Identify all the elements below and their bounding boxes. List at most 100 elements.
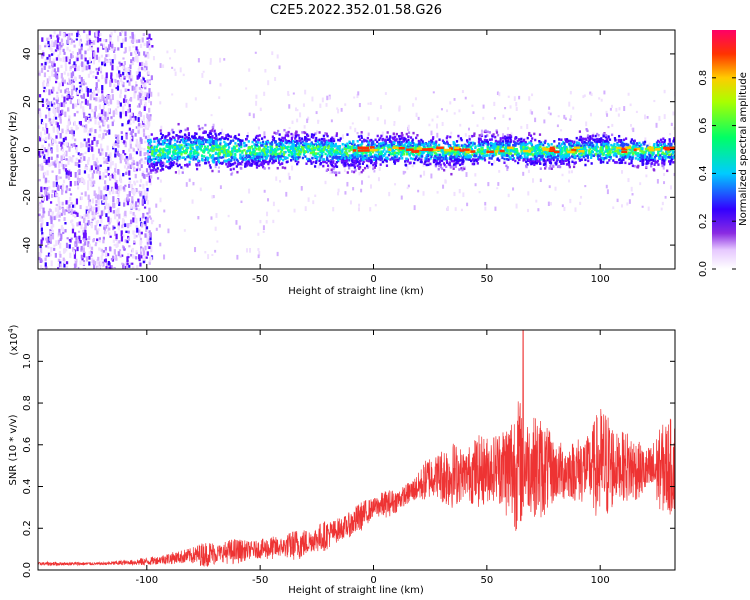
spectrogram-cell	[596, 132, 599, 136]
spectrogram-cell	[148, 230, 151, 235]
spectrogram-cell	[101, 96, 104, 101]
spectrogram-cell	[93, 56, 96, 61]
spectrogram-cell	[264, 157, 267, 160]
spectrogram-cell	[297, 142, 300, 145]
spectrogram-cell	[82, 109, 85, 115]
spectrogram-cell	[381, 131, 384, 137]
spectrogram-cell	[136, 161, 139, 166]
spectrogram-cell	[47, 133, 51, 140]
spectrogram-cell	[538, 162, 542, 165]
spectrogram-cell	[65, 170, 68, 175]
spectrogram-cell	[135, 168, 139, 172]
spectrogram-cell	[62, 101, 66, 108]
spectrogram-cell	[40, 194, 44, 199]
spectrogram-cell	[271, 51, 274, 56]
spectrogram-cell	[488, 138, 492, 141]
spectrogram-cell	[264, 140, 268, 144]
spectrogram-cell	[412, 142, 416, 145]
spectrogram-cell	[235, 220, 238, 225]
spectrogram-cell	[96, 211, 100, 214]
spectrogram-cell	[145, 66, 148, 71]
spectrogram-cell	[92, 184, 95, 187]
spectrogram-cell	[44, 45, 47, 48]
spectrogram-cell	[473, 134, 476, 137]
spectrogram-cell	[108, 94, 111, 100]
spectrogram-cell	[529, 157, 533, 161]
spectrogram-cell	[424, 142, 428, 145]
spectrogram-cell	[93, 51, 96, 57]
spectrogram-cell	[462, 192, 465, 198]
spectrogram-cell	[283, 152, 286, 155]
spectrogram-cell	[46, 268, 49, 269]
spectrogram-cell	[217, 166, 220, 169]
spectrogram-cell	[47, 193, 50, 200]
spectrogram-cell	[68, 58, 71, 65]
spectrogram-cell	[544, 167, 547, 170]
spectrogram-cell	[118, 62, 122, 67]
spectrogram-cell	[168, 146, 172, 150]
spectrogram-cell	[140, 246, 143, 251]
spectrogram-cell	[68, 244, 71, 249]
spectrogram-cell	[246, 248, 249, 253]
spectrogram-cell	[109, 37, 112, 41]
spectrogram-cell	[329, 155, 332, 158]
spectrogram-cell	[599, 158, 603, 162]
spectrogram-cell	[69, 65, 72, 70]
spectrogram-cell	[64, 89, 67, 94]
spectrogram-cell	[137, 113, 140, 117]
spectrogram-cell	[45, 255, 48, 258]
spectrogram-cell	[333, 135, 336, 140]
spectrogram-cell	[143, 198, 146, 204]
spectrogram-cell	[148, 246, 151, 250]
spectrogram-cell	[118, 71, 121, 78]
spectrogram-cell	[288, 142, 291, 145]
spectrogram-cell	[126, 201, 130, 206]
spectrogram-cell	[271, 138, 275, 141]
spectrogram-cell	[142, 133, 146, 137]
spectrogram-cell	[225, 162, 228, 166]
spectrogram-cell	[149, 241, 152, 245]
spectrogram-cell	[147, 123, 150, 128]
spectrogram-cell	[360, 136, 363, 139]
spectrogram-cell	[538, 141, 542, 145]
spectrogram-cell	[119, 153, 122, 159]
spectrogram-cell	[64, 164, 68, 167]
spectrogram-cell	[64, 168, 68, 172]
spectrogram-cell	[143, 123, 146, 127]
spectrogram-cell	[281, 152, 284, 156]
spectrogram-cell	[129, 69, 132, 76]
spectrogram-cell	[125, 262, 129, 269]
spectrogram-cell	[147, 146, 150, 149]
spectrogram-cell	[458, 109, 461, 113]
spectrogram-cell	[399, 154, 403, 158]
spectrogram-cell	[39, 201, 42, 205]
spectrogram-cell	[205, 139, 209, 142]
spectrogram-cell	[526, 163, 529, 166]
spectrogram-cell	[600, 98, 603, 102]
spectrogram-cell	[84, 229, 87, 235]
spectrogram-cell	[589, 91, 592, 95]
spectrogram-cell	[65, 242, 69, 249]
spectrogram-cell	[358, 138, 362, 141]
spectrogram-cell	[42, 207, 45, 214]
spectrogram-cell	[106, 112, 109, 117]
spectrogram-cell	[78, 235, 81, 242]
spectrogram-cell	[372, 163, 375, 167]
spectrogram-cell	[56, 99, 59, 104]
spectrogram-cell	[59, 263, 62, 267]
spectrogram-cell	[258, 154, 261, 158]
spectrogram-cell	[111, 173, 114, 179]
spectrogram-cell	[131, 199, 134, 205]
spectrogram-cell	[38, 136, 42, 142]
spectrogram-cell	[74, 215, 77, 219]
spectrogram-cell	[266, 149, 270, 152]
spectrogram-cell	[218, 137, 221, 141]
spectrogram-cell	[103, 38, 106, 42]
spectrogram-cell	[356, 164, 359, 168]
spectrogram-cell	[148, 165, 151, 168]
spectrogram-cell	[87, 220, 90, 225]
spectrogram-cell	[588, 149, 591, 152]
spectrogram-cell	[503, 157, 506, 161]
spectrogram-cell	[416, 143, 419, 147]
spectrogram-cell	[322, 134, 325, 138]
